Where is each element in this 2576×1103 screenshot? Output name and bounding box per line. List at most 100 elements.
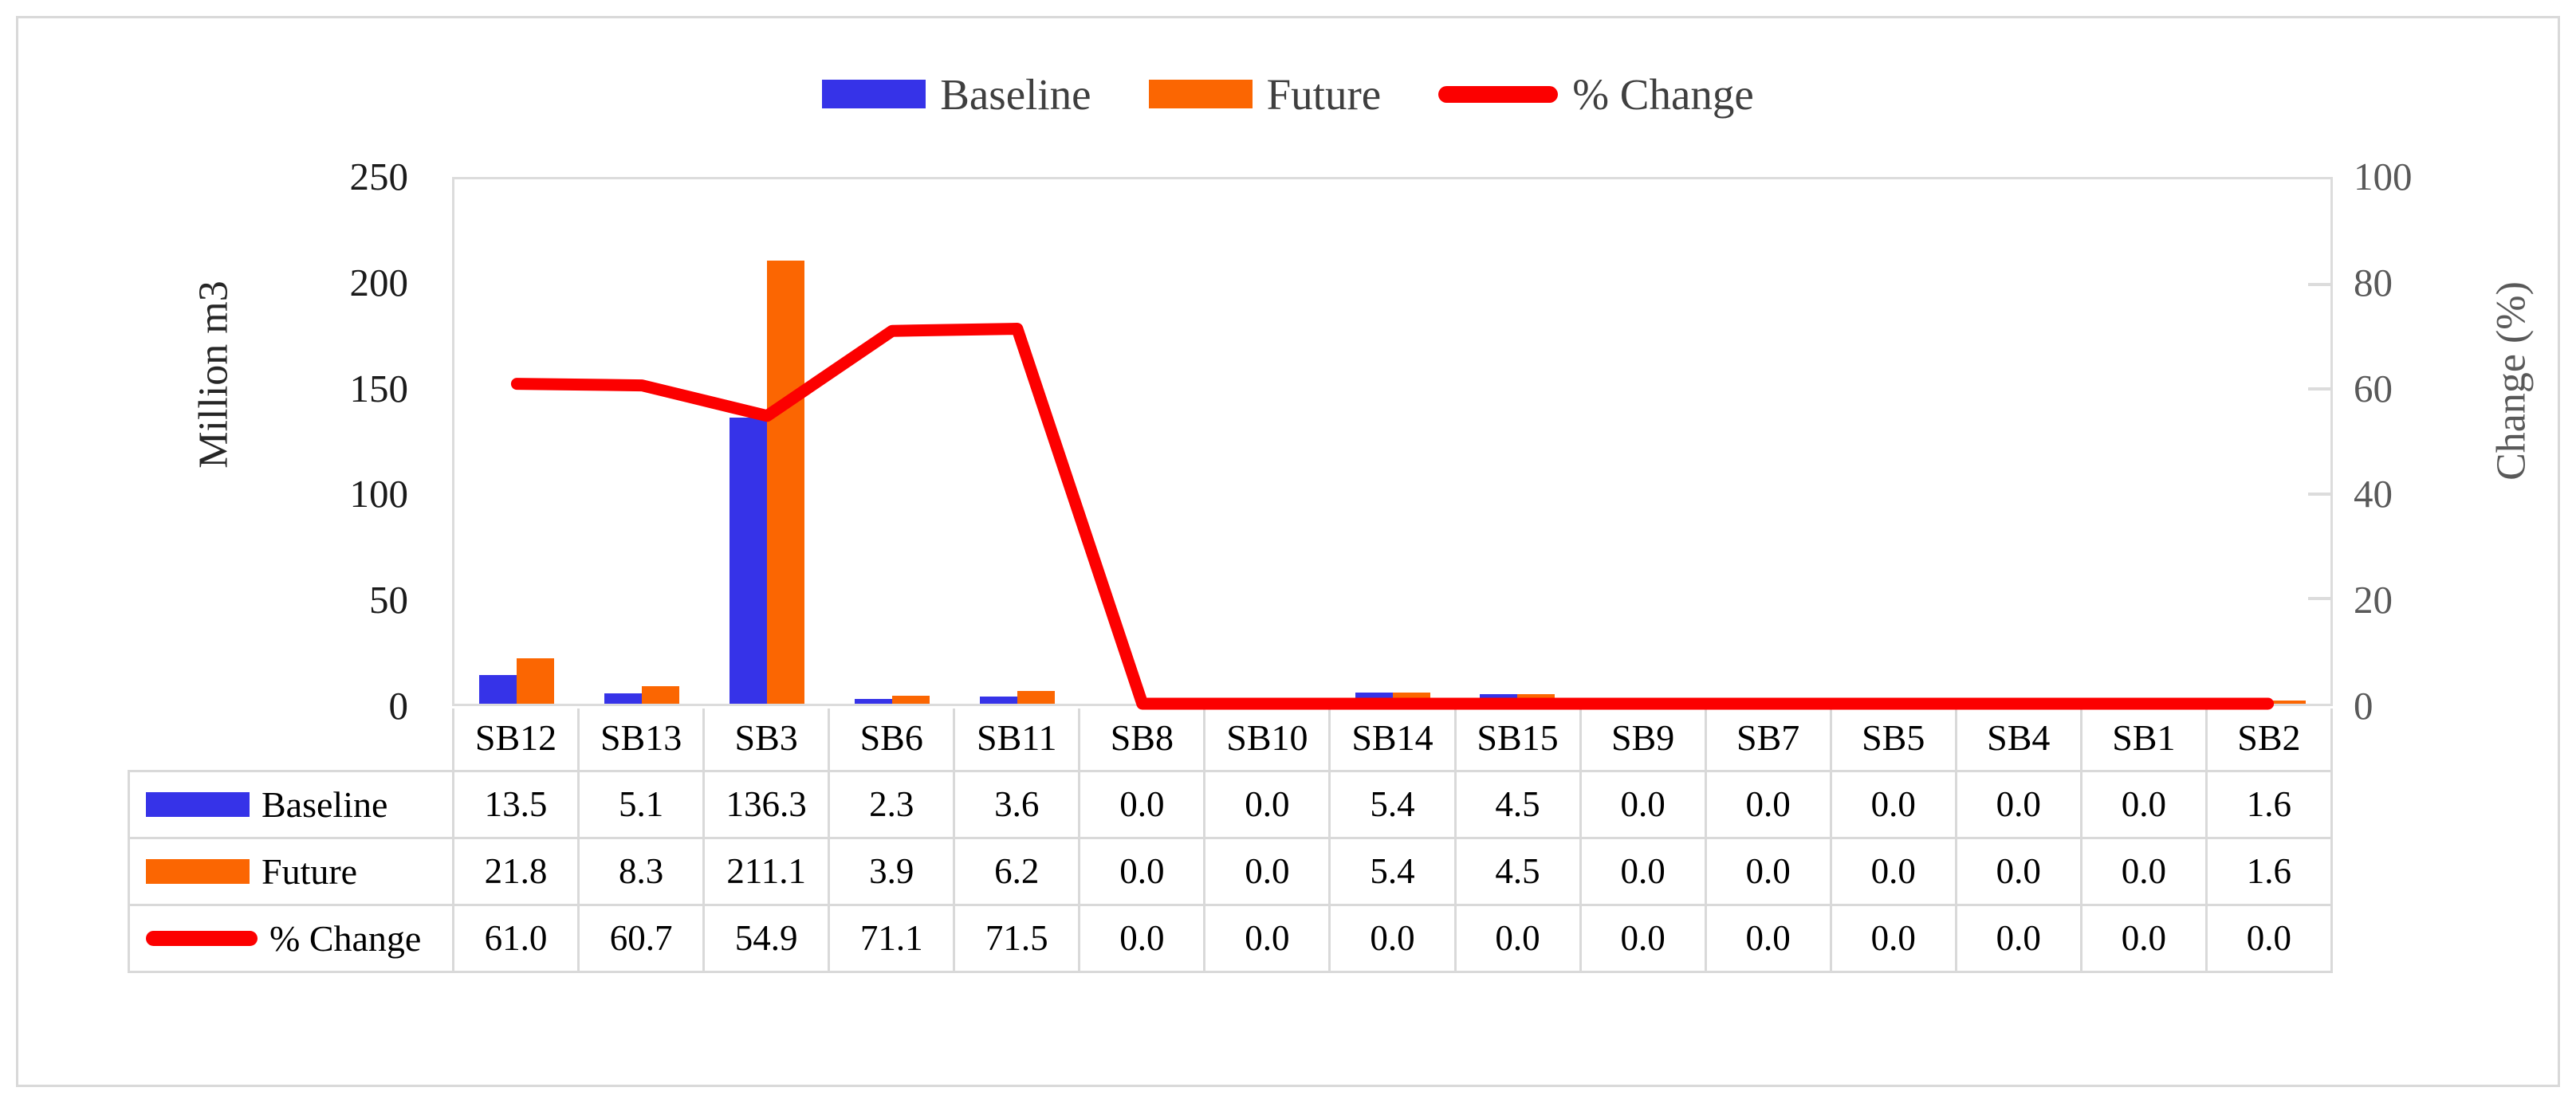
table-row-change: % Change 61.0 60.7 54.9 71.1 71.5 0.0 0.0 0.0 0.0… [128,904,2333,973]
legend-key-baseline-icon [822,80,926,108]
table-row-future: Future 21.8 8.3 211.1 3.9 6.2 0.0 0.0 5.4 4.5 0.0 0… [128,837,2333,904]
table-cell-change-sb11: 71.5 [953,906,1078,971]
table-cell-change-sb1: 0.0 [2079,906,2205,971]
table-cell-baseline-sb15: 4.5 [1453,772,1579,837]
table-cell-baseline-sb8: 0.0 [1078,772,1203,837]
legend-label: Baseline [940,69,1091,119]
table-cell-baseline-sb4: 0.0 [1954,772,2080,837]
bar-baseline-sb13 [604,693,643,704]
table-key-label: % Change [269,918,422,959]
change-line [510,323,2275,710]
table-cell-future-sb13: 8.3 [577,839,702,904]
table-cell-baseline-sb13: 5.1 [577,772,702,837]
table-cell-future-sb12: 21.8 [452,839,577,904]
table-key-change-icon [146,931,258,946]
table-cell-baseline-sb1: 0.0 [2079,772,2205,837]
right-axis-tick-0: 0 [2354,684,2373,728]
table-cell-future-sb15: 4.5 [1453,839,1579,904]
right-axis-tickmark-40 [2308,492,2330,496]
right-axis-tick-40: 40 [2354,472,2393,516]
table-key-future: Future [128,839,452,904]
legend-label: Future [1266,69,1382,119]
table-cell-future-sb11: 6.2 [953,839,1078,904]
table-cell-baseline-sb9: 0.0 [1579,772,1705,837]
table-cell-future-sb4: 0.0 [1954,839,2080,904]
x-axis-label-sb10: SB10 [1203,709,1328,770]
table-cell-future-sb14: 5.4 [1328,839,1453,904]
table-cell-future-sb1: 0.0 [2079,839,2205,904]
table-cell-change-sb9: 0.0 [1579,906,1705,971]
bar-future-sb13 [642,686,680,704]
table-cell-future-sb10: 0.0 [1203,839,1328,904]
x-axis-label-sb5: SB5 [1829,709,1955,770]
table-key-label: Baseline [262,784,388,825]
table-cell-future-sb7: 0.0 [1704,839,1830,904]
left-axis-tick-100: 100 [349,472,409,516]
x-axis-label-row: SB12 SB13 SB3 SB6 SB11 SB8 SB10 SB14 SB15 SB9 SB7 S… [452,709,2333,770]
x-axis-label-sb8: SB8 [1078,709,1203,770]
table-cell-change-sb8: 0.0 [1078,906,1203,971]
bar-baseline-sb11 [979,696,1017,704]
table-cell-change-sb7: 0.0 [1704,906,1830,971]
bar-future-sb3 [767,261,805,704]
x-axis-label-sb3: SB3 [702,709,828,770]
table-row-baseline: Baseline 13.5 5.1 136.3 2.3 3.6 0.0 0.0 5.4 4.5 0.… [128,770,2333,837]
table-cell-change-sb3: 54.9 [702,906,828,971]
x-axis-label-sb4: SB4 [1954,709,2080,770]
right-axis-tickmark-60 [2308,387,2330,391]
right-axis-tick-100: 100 [2354,155,2413,198]
left-axis-tick-200: 200 [349,260,409,304]
table-key-future-icon [146,859,250,884]
table-cell-change-sb14: 0.0 [1328,906,1453,971]
plot-area [452,177,2333,710]
table-cell-change-sb4: 0.0 [1954,906,2080,971]
legend-label: % Change [1572,69,1754,119]
bar-future-sb11 [1017,690,1055,704]
x-axis-label-sb13: SB13 [577,709,702,770]
right-axis-tick-60: 60 [2354,366,2393,410]
table-cell-change-sb15: 0.0 [1453,906,1579,971]
bar-future-sb12 [517,657,555,704]
figure-border [16,16,2560,1087]
table-cell-future-sb5: 0.0 [1829,839,1955,904]
table-key-change: % Change [128,906,452,971]
left-axis-tick-50: 50 [369,578,408,622]
right-axis-tick-20: 20 [2354,578,2393,622]
right-axis-tick-80: 80 [2354,260,2393,304]
table-cell-future-sb6: 3.9 [828,839,953,904]
left-axis-tick-0: 0 [388,684,409,728]
table-cell-change-sb5: 0.0 [1829,906,1955,971]
change-polyline [510,323,2275,710]
table-cell-change-sb2: 0.0 [2204,906,2333,971]
table-key-baseline: Baseline [128,772,452,837]
table-cell-baseline-sb11: 3.6 [953,772,1078,837]
table-cell-future-sb8: 0.0 [1078,839,1203,904]
table-cell-change-sb10: 0.0 [1203,906,1328,971]
table-cell-baseline-sb5: 0.0 [1829,772,1955,837]
table-cell-baseline-sb7: 0.0 [1704,772,1830,837]
table-cell-baseline-sb2: 1.6 [2204,772,2333,837]
table-cell-future-sb9: 0.0 [1579,839,1705,904]
table-cell-future-sb2: 1.6 [2204,839,2333,904]
x-axis-label-sb9: SB9 [1579,709,1705,770]
right-axis-tickmark-80 [2308,282,2330,286]
bar-baseline-sb3 [730,418,768,704]
x-axis-label-sb12: SB12 [452,709,577,770]
bar-baseline-sb12 [479,675,517,704]
right-axis-tickmark-20 [2308,597,2330,601]
x-axis-label-sb14: SB14 [1328,709,1453,770]
legend-item-future: Future [1148,69,1382,120]
x-axis-label-sb7: SB7 [1704,709,1830,770]
bar-future-sb2 [2267,700,2306,704]
legend-item-change: % Change [1438,69,1754,120]
table-key-baseline-icon [146,792,250,817]
table-cell-future-sb3: 211.1 [702,839,828,904]
chart-legend: Baseline Future % Change [0,65,2576,123]
table-key-label: Future [262,851,358,892]
legend-item-baseline: Baseline [822,69,1091,120]
legend-key-change-icon [1438,85,1559,103]
table-cell-baseline-sb10: 0.0 [1203,772,1328,837]
plot-inner [454,179,2330,710]
table-cell-baseline-sb12: 13.5 [452,772,577,837]
table-cell-change-sb13: 60.7 [577,906,702,971]
